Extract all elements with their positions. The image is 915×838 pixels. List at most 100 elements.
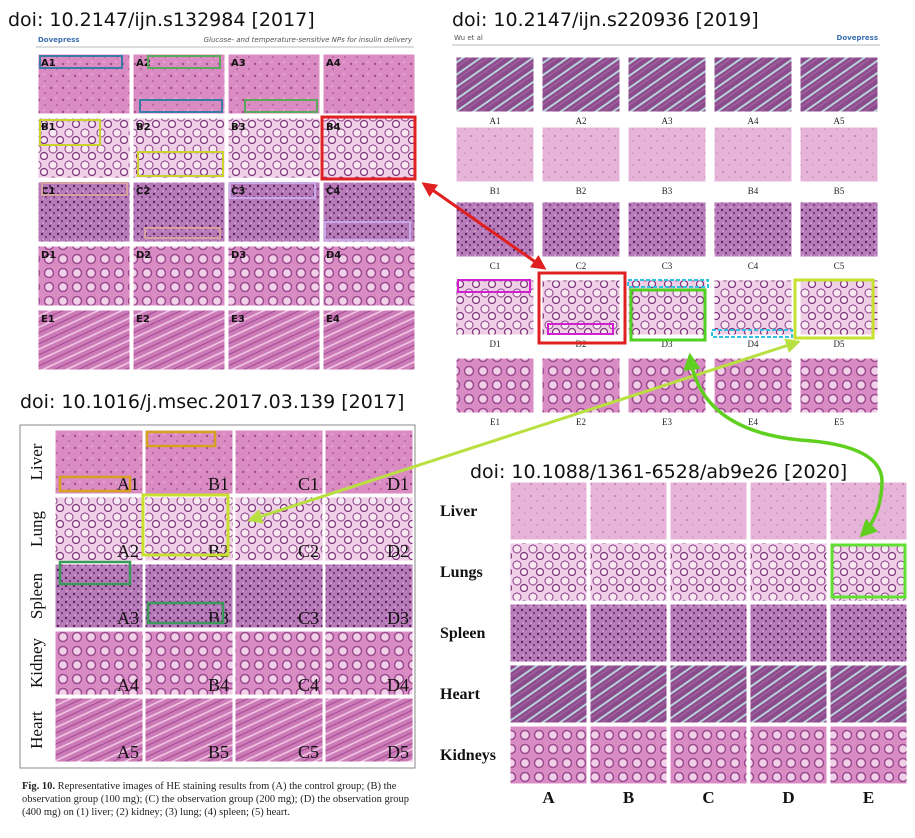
journal-header: Dovepress xyxy=(837,34,878,42)
tissue-image xyxy=(749,542,828,602)
doi-label: doi: 10.2147/ijn.s220936 [2019] xyxy=(452,9,759,31)
cell-label: C5 xyxy=(834,261,845,271)
row-label: Spleen xyxy=(27,572,46,619)
cell-label: D4 xyxy=(326,250,341,261)
cell-label: C4 xyxy=(326,186,340,197)
tissue-image xyxy=(749,664,828,724)
tissue-image xyxy=(799,126,879,183)
highlight-box xyxy=(39,55,123,69)
tissue-image xyxy=(713,56,793,113)
cell-label: A5 xyxy=(834,116,845,126)
cell-label: B1 xyxy=(208,474,229,494)
tissue-image xyxy=(322,181,416,243)
cell-label: A4 xyxy=(326,58,341,69)
tissue-image xyxy=(37,245,131,307)
match-arrow xyxy=(421,182,547,270)
tissue-image xyxy=(54,496,144,562)
cell-label: B4 xyxy=(208,675,229,695)
cell-label: B2 xyxy=(576,186,587,196)
highlight-box xyxy=(229,182,316,199)
tissue-image xyxy=(749,481,828,541)
tissue-image xyxy=(749,603,828,663)
tissue-image xyxy=(509,664,588,724)
row-label: Lungs xyxy=(440,564,483,581)
cell-label: B3 xyxy=(662,186,673,196)
cell-label: B5 xyxy=(208,742,229,762)
highlight-box xyxy=(58,475,132,493)
tissue-image xyxy=(713,279,793,336)
tissue-image xyxy=(669,603,748,663)
cell-label: B4 xyxy=(748,186,759,196)
caption-text: Representative images of HE staining res… xyxy=(22,781,409,818)
tissue-image xyxy=(589,603,668,663)
cell-label: D3 xyxy=(231,250,246,261)
cell-label: D1 xyxy=(387,474,409,494)
tissue-image xyxy=(541,201,621,258)
tissue-image xyxy=(455,126,535,183)
tissue-image xyxy=(713,126,793,183)
cell-label: A1 xyxy=(117,474,139,494)
highlight-box xyxy=(324,221,411,241)
cell-label: A5 xyxy=(117,742,139,762)
cell-label: D1 xyxy=(41,250,56,261)
tissue-image xyxy=(589,664,668,724)
tissue-image xyxy=(799,357,879,414)
highlight-box xyxy=(145,430,217,448)
tissue-image xyxy=(54,563,144,629)
tissue-image xyxy=(509,542,588,602)
cell-label: D2 xyxy=(136,250,151,261)
cell-label: E1 xyxy=(490,417,500,427)
tissue-image xyxy=(455,201,535,258)
cell-label: A4 xyxy=(748,116,759,126)
tissue-image xyxy=(324,563,414,629)
image-grids: A1 A2 A3 A4 B1 B2 B3 B4 C1 C2 C3 C4 D1 D2 D3 D4 E1 E2 E3 E4… xyxy=(27,53,908,807)
highlight-box xyxy=(547,323,614,335)
tissue-image xyxy=(799,279,879,336)
tissue-image xyxy=(541,56,621,113)
tissue-image xyxy=(37,117,131,179)
highlight-box xyxy=(137,151,224,177)
highlight-box xyxy=(146,601,225,625)
cell-label: A2 xyxy=(136,58,151,69)
highlight-box xyxy=(793,278,875,340)
cell-label: C1 xyxy=(41,186,55,197)
row-label: Spleen xyxy=(440,625,485,642)
tissue-image xyxy=(144,697,234,763)
tissue-image xyxy=(144,496,234,562)
highlight-box xyxy=(139,99,223,113)
tissue-image xyxy=(324,630,414,696)
highlight-box xyxy=(41,182,128,196)
match-arrow xyxy=(683,352,884,538)
journal-header: Glucose- and temperature-sensitive NPs f… xyxy=(204,36,413,44)
highlight-box xyxy=(58,560,132,586)
tissue-image xyxy=(829,542,908,602)
cell-label: C4 xyxy=(298,675,319,695)
row-label: Liver xyxy=(27,443,46,480)
cell-label: C2 xyxy=(576,261,587,271)
highlight-box xyxy=(244,99,318,113)
tissue-image xyxy=(54,429,144,495)
highlight-box xyxy=(144,227,221,239)
highlight-box xyxy=(141,493,230,557)
column-label: D xyxy=(782,788,794,807)
row-label: Lung xyxy=(27,511,46,547)
tissue-image xyxy=(509,481,588,541)
cell-label: A2 xyxy=(576,116,587,126)
cell-label: D3 xyxy=(387,608,409,628)
tissue-image xyxy=(132,309,226,371)
caption-lead: Fig. 10. xyxy=(22,781,55,792)
cell-label: C5 xyxy=(298,742,319,762)
tissue-image xyxy=(54,697,144,763)
tissue-image xyxy=(627,56,707,113)
cell-label: A3 xyxy=(662,116,673,126)
cell-label: A1 xyxy=(490,116,501,126)
row-label: Kidney xyxy=(27,637,46,688)
tissue-image xyxy=(541,126,621,183)
tissue-image xyxy=(669,542,748,602)
journal-header: Wu et al xyxy=(454,34,483,42)
row-label: Heart xyxy=(440,686,481,703)
tissue-image xyxy=(144,563,234,629)
cell-label: C2 xyxy=(298,541,319,561)
cell-label: B4 xyxy=(326,122,341,133)
